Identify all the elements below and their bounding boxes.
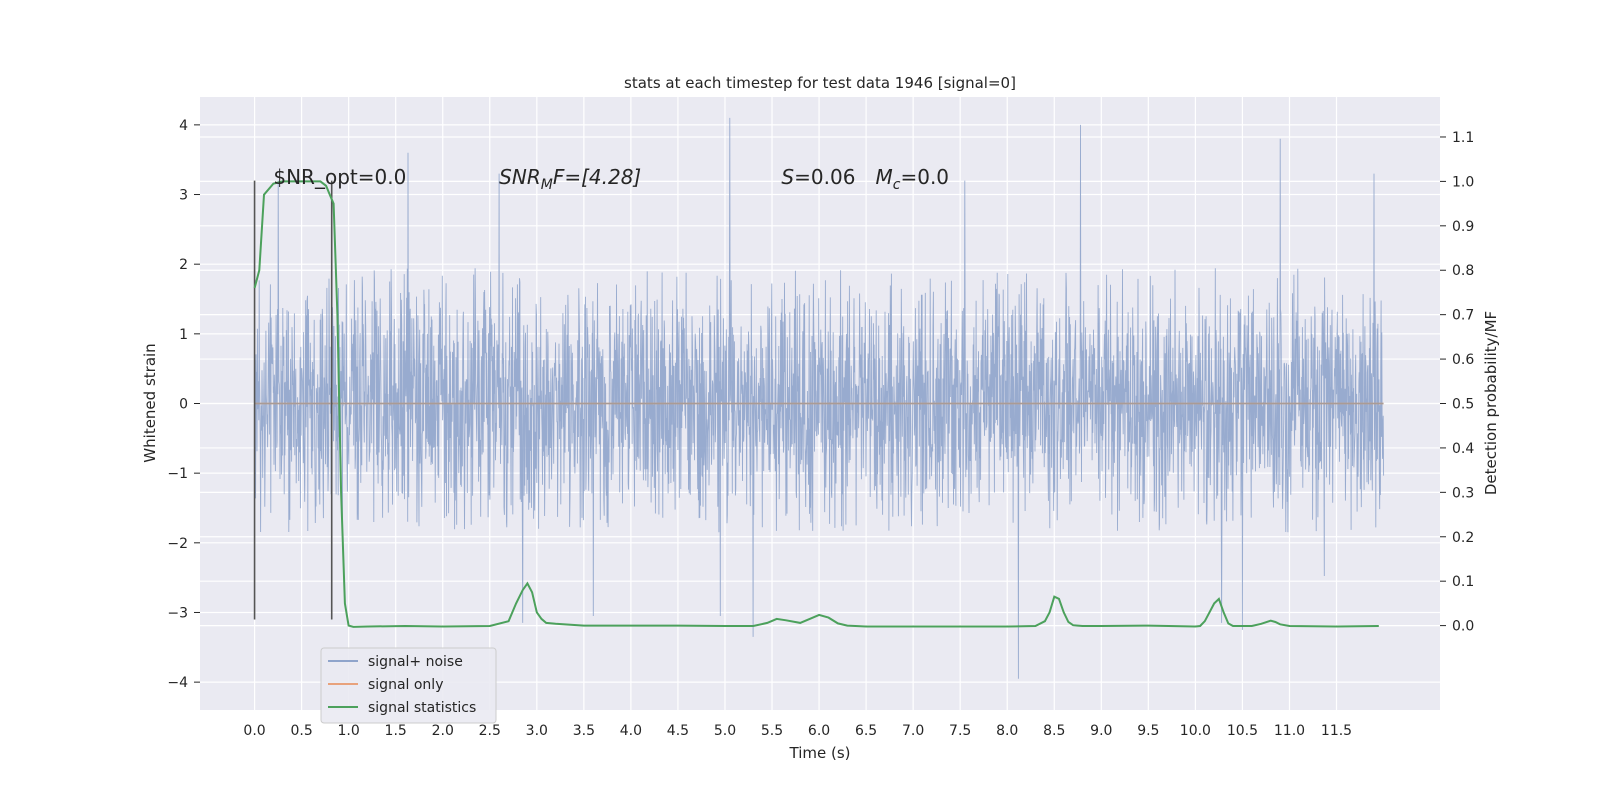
x-tick-label: 1.5 [385,723,407,739]
y2-axis-label: Detection probability/MF [1482,311,1500,495]
annotation-text: S=0.06 [781,165,855,189]
legend-label-stats: signal statistics [368,700,476,716]
y2-tick-label: 0.4 [1452,441,1474,457]
x-tick-label: 0.5 [290,723,312,739]
x-tick-label: 9.5 [1137,723,1159,739]
y2-tick-label: 0.2 [1452,530,1474,546]
x-tick-label: 7.0 [902,723,924,739]
annotation-text: Mc=0.0 [876,165,950,193]
y2-tick-label: 0.6 [1452,352,1474,368]
legend-label-noise: signal+ noise [368,654,463,670]
y-tick-label: 4 [179,118,188,134]
series-line-signal-noise [254,117,1385,679]
x-tick-label: 4.5 [667,723,689,739]
y2-tick-labels: 0.0 0.1 0.2 0.3 0.4 0.5 0.6 0.7 0.8 0.9 1.0 1.1 [1440,130,1474,635]
chart-title: stats at each timestep for test data 194… [624,74,1016,92]
y-tick-label: 0 [179,397,188,413]
y2-tick-label: 0.7 [1452,308,1474,324]
legend: signal+ noise signal only signal statist… [320,647,497,724]
x-tick-label: 5.0 [714,723,736,739]
y-tick-label: −3 [167,605,188,621]
x-tick-label: 11.0 [1274,723,1305,739]
x-tick-label: 1.0 [338,723,360,739]
legend-box [320,647,497,724]
x-tick-label: 3.5 [573,723,595,739]
x-tick-label: 8.0 [996,723,1018,739]
y2-tick-label: 0.9 [1452,219,1474,235]
y-tick-label: −1 [167,466,188,482]
x-tick-label: 3.0 [526,723,548,739]
x-tick-label: 5.5 [761,723,783,739]
y-tick-label: 2 [179,257,188,273]
x-tick-label: 7.5 [949,723,971,739]
y2-tick-label: 0.5 [1452,397,1474,413]
legend-label-signal: signal only [368,677,443,693]
x-tick-label: 8.5 [1043,723,1065,739]
x-tick-label: 0.0 [243,723,265,739]
y-tick-label: 3 [179,188,188,204]
x-tick-label: 10.5 [1227,723,1258,739]
x-tick-label: 6.5 [855,723,877,739]
y-tick-label: −4 [167,675,188,691]
y2-tick-label: 0.3 [1452,485,1474,501]
y2-tick-label: 0.8 [1452,263,1474,279]
y2-tick-label: 0.0 [1452,619,1474,635]
x-axis-label: Time (s) [789,744,851,762]
x-tick-label: 10.0 [1180,723,1211,739]
x-tick-label: 11.5 [1321,723,1352,739]
y-tick-label: 1 [179,327,188,343]
y2-tick-label: 0.1 [1452,574,1474,590]
x-tick-label: 2.0 [432,723,454,739]
series-line-signal-statistics [253,180,1379,628]
annotation-text: $NR_opt=0.0 [273,165,406,189]
y-axis-label: Whitened strain [141,343,159,462]
y-tick-label: −2 [167,536,188,552]
series-signal-noise [254,117,1385,679]
annotation-text: SNRMF=[4.28] [499,165,641,193]
y2-tick-label: 1.0 [1452,174,1474,190]
series-signal-statistics [253,180,1379,628]
y-tick-labels: −4 −3 −2 −1 0 1 2 3 4 [167,118,200,691]
y2-tick-label: 1.1 [1452,130,1474,146]
x-tick-label: 4.0 [620,723,642,739]
annotations: $NR_opt=0.0 SNRMF=[4.28] S=0.06 Mc=0.0 [273,165,949,193]
x-tick-label: 6.0 [808,723,830,739]
x-tick-label: 9.0 [1090,723,1112,739]
x-tick-label: 2.5 [479,723,501,739]
x-tick-labels: 0.0 0.5 1.0 1.5 2.0 2.5 3.0 3.5 4.0 4.5 5.0 5.5 6.0 6… [243,723,1352,739]
vertical-lines [253,180,333,620]
